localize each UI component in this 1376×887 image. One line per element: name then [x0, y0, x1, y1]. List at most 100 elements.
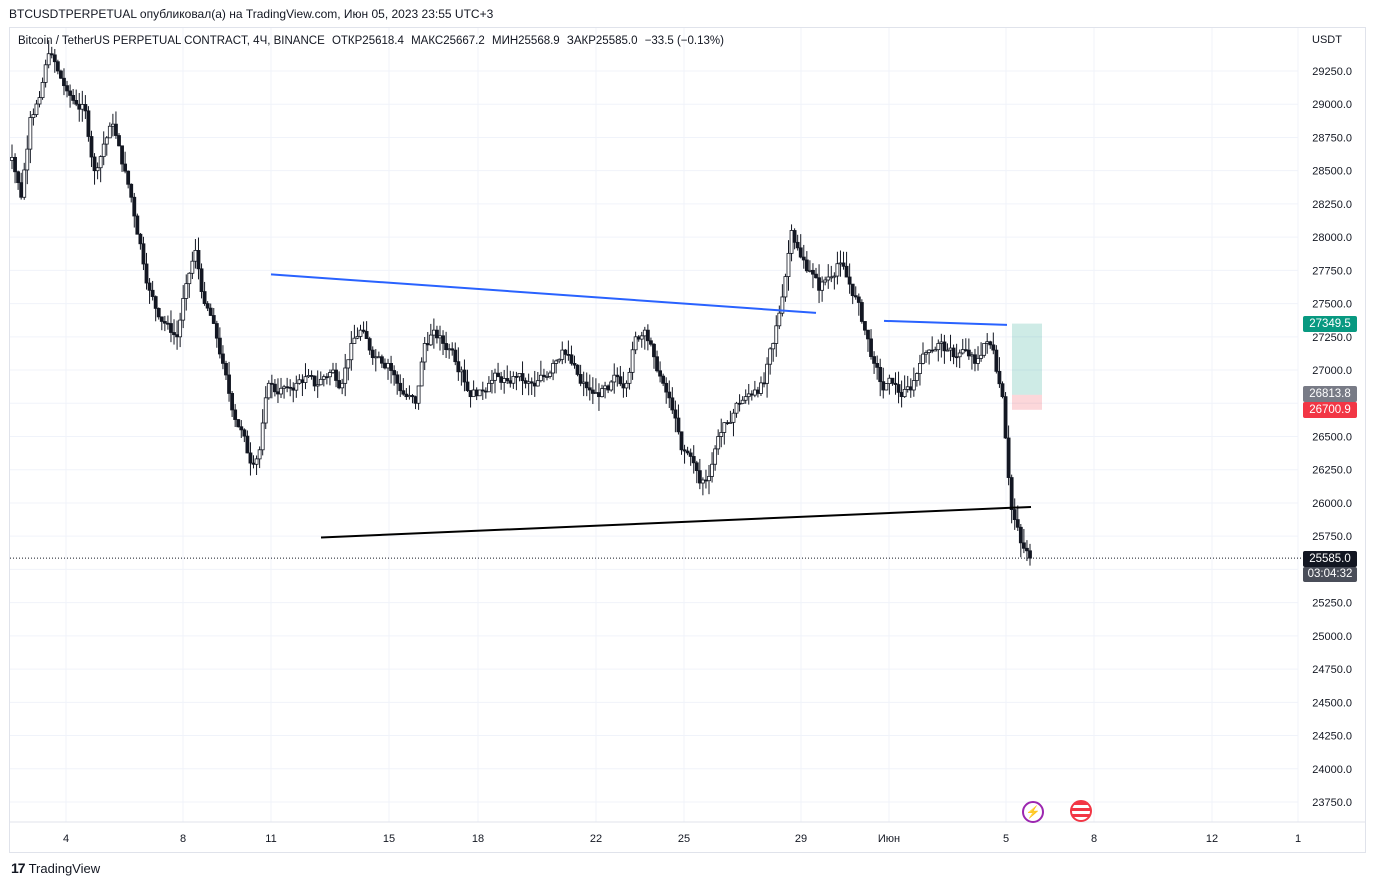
candle-body	[453, 349, 458, 363]
candle-body	[792, 230, 797, 243]
candle-body	[535, 380, 540, 387]
candle-body	[129, 183, 134, 198]
candle-body	[43, 64, 48, 83]
y-tick-label: 26000.0	[1312, 498, 1352, 510]
candle-body	[859, 302, 864, 322]
candle-body	[636, 336, 641, 340]
candle-body	[973, 354, 977, 364]
candle-body	[1012, 509, 1017, 521]
candle-body	[1015, 519, 1020, 528]
lightning-icon[interactable]: ⚡	[1022, 801, 1044, 823]
candle-body	[838, 262, 843, 265]
candle-body	[199, 268, 204, 292]
target-price-label: 27349.5	[1303, 316, 1357, 332]
footer-brand: TradingView	[28, 860, 101, 876]
candle-body	[976, 357, 980, 364]
y-tick-label: 26250.0	[1312, 465, 1352, 477]
x-tick-label: 1	[1295, 833, 1301, 845]
candle-body	[970, 354, 974, 357]
candle-body	[814, 273, 818, 279]
candle-body	[847, 276, 852, 285]
candle-body	[545, 376, 549, 378]
candle-body	[276, 391, 280, 395]
y-tick-label: 23750.0	[1312, 797, 1352, 809]
candle-body	[655, 356, 659, 372]
candle-body	[856, 296, 861, 303]
candle-body	[404, 393, 409, 398]
legend-change: −33.5 (−0.13%)	[644, 35, 724, 47]
candle-body	[380, 356, 384, 364]
candle-body	[248, 452, 253, 464]
candle-body	[208, 307, 213, 316]
candle-body	[178, 319, 183, 338]
candle-body	[10, 156, 14, 161]
candle-body	[297, 379, 302, 384]
candle-body	[985, 341, 990, 344]
legend-close: ЗАКР25585.0	[566, 35, 638, 47]
candle-body	[740, 399, 745, 404]
y-tick-label: 27500.0	[1312, 299, 1352, 311]
candle-body	[141, 243, 146, 265]
candle-body	[55, 61, 60, 72]
candle-body	[395, 374, 400, 384]
candle-body	[942, 341, 947, 352]
candle-body	[817, 277, 821, 291]
candle-body	[169, 323, 173, 333]
candle-body	[1018, 526, 1023, 544]
profit-zone	[1012, 323, 1042, 395]
support-neckline-line	[320, 505, 1032, 539]
tradingview-logo-icon: 17	[11, 860, 26, 876]
candle-body	[575, 364, 580, 375]
candle-body	[569, 354, 574, 364]
candle-body	[511, 376, 516, 384]
legend-symbol: Bitcoin / TetherUS PERPETUAL CONTRACT, 4…	[18, 35, 325, 47]
candle-body	[762, 382, 766, 385]
candle-body	[74, 100, 79, 105]
candle-body	[667, 391, 672, 399]
candle-body	[1003, 396, 1008, 439]
candle-body	[19, 182, 24, 198]
candle-body	[263, 397, 268, 424]
candle-body	[370, 349, 375, 359]
candle-body	[477, 389, 482, 397]
candle-body	[505, 378, 510, 382]
candle-body	[658, 370, 662, 377]
candle-body	[101, 143, 106, 158]
candle-body	[590, 389, 595, 394]
candle-body	[364, 331, 369, 340]
candle-body	[343, 367, 348, 384]
candle-body	[994, 349, 999, 372]
candle-body	[884, 383, 889, 391]
candle-body	[346, 359, 351, 369]
candle-body	[52, 54, 57, 63]
candle-body	[245, 435, 250, 454]
upper-resistance-line	[270, 273, 817, 314]
candle-body	[670, 397, 675, 411]
candle-body	[389, 362, 393, 371]
candle-body	[416, 385, 421, 404]
candle-body	[392, 370, 397, 376]
candle-body	[28, 117, 33, 150]
candle-body	[526, 381, 531, 384]
candle-body	[144, 263, 149, 284]
candle-body	[887, 377, 892, 384]
candle-body	[83, 104, 88, 112]
candle-body	[826, 276, 831, 281]
us-flag-icon[interactable]	[1070, 800, 1092, 822]
candle-body	[196, 250, 201, 270]
candle-body	[600, 388, 604, 398]
entry-price-label: 26813.8	[1303, 386, 1357, 402]
x-tick-label: 29	[795, 833, 807, 845]
candle-body	[22, 169, 27, 198]
candle-body	[795, 241, 800, 249]
y-tick-label: 25000.0	[1312, 631, 1352, 643]
candle-body	[930, 349, 935, 352]
candle-body	[62, 77, 66, 87]
candle-body	[334, 369, 338, 381]
candle-body	[924, 352, 928, 355]
y-tick-label: 25750.0	[1312, 531, 1352, 543]
legend-low: МИН25568.9	[491, 35, 560, 47]
candle-body	[474, 389, 479, 397]
candle-body	[783, 276, 788, 298]
